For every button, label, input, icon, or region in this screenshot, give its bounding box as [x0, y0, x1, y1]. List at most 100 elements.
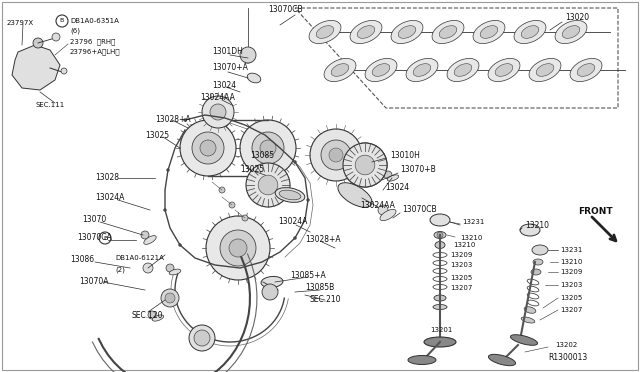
Circle shape: [262, 284, 278, 300]
Text: 13070CB: 13070CB: [268, 6, 303, 15]
Circle shape: [180, 120, 236, 176]
Circle shape: [33, 38, 43, 48]
Ellipse shape: [447, 58, 479, 81]
Ellipse shape: [365, 58, 397, 81]
Ellipse shape: [521, 26, 539, 38]
Circle shape: [141, 231, 149, 239]
Circle shape: [242, 215, 248, 221]
Circle shape: [219, 187, 225, 193]
Ellipse shape: [434, 295, 446, 301]
Ellipse shape: [555, 20, 587, 44]
Text: 13070CB: 13070CB: [402, 205, 436, 215]
Text: 13024A: 13024A: [95, 193, 124, 202]
Text: 23796  〈RH〉: 23796 〈RH〉: [70, 39, 115, 45]
Ellipse shape: [454, 64, 472, 76]
Ellipse shape: [144, 235, 156, 244]
Circle shape: [163, 208, 166, 212]
Circle shape: [307, 199, 310, 202]
Circle shape: [210, 104, 226, 120]
Circle shape: [192, 132, 224, 164]
Text: B: B: [60, 19, 64, 23]
Text: (6): (6): [70, 28, 80, 34]
Ellipse shape: [152, 315, 164, 321]
Circle shape: [243, 53, 253, 63]
Text: SEC.120: SEC.120: [132, 311, 163, 320]
Text: 13086: 13086: [70, 256, 94, 264]
Circle shape: [148, 311, 156, 319]
Text: 23796+A〈LH〉: 23796+A〈LH〉: [70, 49, 120, 55]
Text: 13010H: 13010H: [390, 151, 420, 160]
Circle shape: [294, 160, 296, 164]
Circle shape: [329, 148, 343, 162]
Text: 13203: 13203: [450, 262, 472, 268]
Text: 13025: 13025: [145, 131, 169, 140]
Text: 13024A: 13024A: [278, 218, 307, 227]
Circle shape: [184, 119, 186, 122]
Circle shape: [355, 155, 375, 175]
Ellipse shape: [570, 58, 602, 81]
Ellipse shape: [531, 269, 541, 275]
Text: 13025: 13025: [240, 166, 264, 174]
Text: FRONT: FRONT: [578, 208, 612, 217]
Text: 13024AA: 13024AA: [360, 201, 395, 209]
Text: 13231: 13231: [462, 219, 484, 225]
Ellipse shape: [435, 241, 445, 248]
Text: R1300013: R1300013: [548, 353, 588, 362]
Text: 13070A: 13070A: [79, 278, 109, 286]
Ellipse shape: [524, 307, 536, 313]
Circle shape: [240, 47, 256, 63]
Circle shape: [437, 232, 443, 238]
Text: 13205: 13205: [560, 295, 582, 301]
Ellipse shape: [247, 73, 260, 83]
Ellipse shape: [488, 58, 520, 81]
Text: 13085B: 13085B: [305, 283, 334, 292]
Ellipse shape: [488, 355, 516, 366]
Text: 13209: 13209: [450, 252, 472, 258]
Circle shape: [99, 232, 111, 244]
Ellipse shape: [380, 209, 396, 221]
Ellipse shape: [536, 64, 554, 76]
Circle shape: [264, 134, 266, 137]
Ellipse shape: [430, 214, 450, 226]
Text: 13209: 13209: [560, 269, 582, 275]
Text: 13203: 13203: [560, 282, 582, 288]
Circle shape: [56, 15, 68, 27]
Circle shape: [378, 205, 388, 215]
Text: 13210: 13210: [525, 221, 549, 230]
Text: 13202: 13202: [555, 342, 577, 348]
Ellipse shape: [480, 26, 498, 38]
Ellipse shape: [350, 20, 382, 44]
Circle shape: [166, 264, 174, 272]
Ellipse shape: [338, 183, 372, 207]
Circle shape: [294, 237, 296, 240]
Text: 13070+A: 13070+A: [212, 64, 248, 73]
Text: SEC.210: SEC.210: [310, 295, 342, 305]
Circle shape: [220, 230, 256, 266]
Ellipse shape: [261, 276, 283, 288]
Text: 13024: 13024: [385, 183, 409, 192]
Text: 1301DH: 1301DH: [212, 48, 243, 57]
Ellipse shape: [413, 64, 431, 76]
Ellipse shape: [514, 20, 546, 44]
Ellipse shape: [434, 231, 446, 238]
Text: 13070+B: 13070+B: [400, 166, 436, 174]
Text: 13070CA: 13070CA: [77, 234, 112, 243]
Text: 13210: 13210: [453, 242, 476, 248]
Text: 13085+A: 13085+A: [290, 270, 326, 279]
Circle shape: [384, 171, 392, 179]
Circle shape: [202, 96, 234, 128]
Ellipse shape: [275, 187, 305, 202]
Circle shape: [165, 293, 175, 303]
Ellipse shape: [511, 335, 538, 345]
Text: 13028: 13028: [95, 173, 119, 183]
Ellipse shape: [495, 64, 513, 76]
Ellipse shape: [309, 20, 341, 44]
Circle shape: [321, 140, 351, 170]
Circle shape: [61, 68, 67, 74]
Circle shape: [166, 169, 170, 171]
Ellipse shape: [562, 26, 580, 38]
Text: SEC.111: SEC.111: [36, 102, 65, 108]
Circle shape: [229, 239, 247, 257]
Ellipse shape: [398, 26, 416, 38]
Ellipse shape: [520, 224, 540, 236]
